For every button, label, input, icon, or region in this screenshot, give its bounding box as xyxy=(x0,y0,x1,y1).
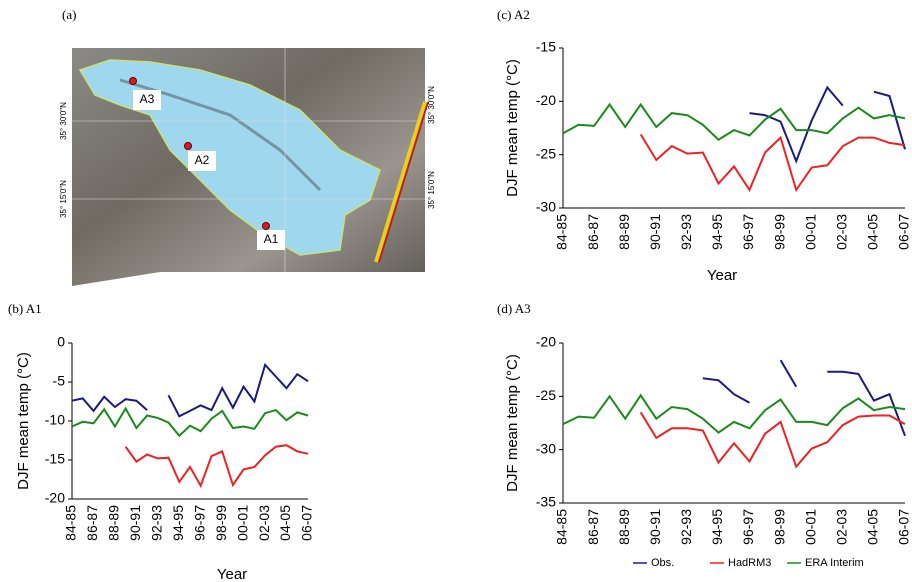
map: A3 A2 A1 35° 30'0"N 35° 15'0"N 35° 30'0"… xyxy=(59,48,436,286)
x-tick-label: 98-99 xyxy=(771,214,787,250)
y-tick-label: -20 xyxy=(536,92,556,108)
x-tick-label: 04-05 xyxy=(865,214,881,250)
series-line xyxy=(563,395,905,432)
coord-label: 35° 30'0"N xyxy=(427,86,436,124)
x-tick-label: 02-03 xyxy=(834,214,850,250)
site-marker xyxy=(263,223,270,230)
x-tick-label: 90-91 xyxy=(127,505,143,541)
x-tick-label: 88-89 xyxy=(616,509,632,545)
x-tick-label: 98-99 xyxy=(771,509,787,545)
site-label: A1 xyxy=(264,232,279,246)
y-tick-label: -30 xyxy=(536,199,556,215)
y-tick-label: -35 xyxy=(536,494,556,510)
x-tick-label: 84-85 xyxy=(554,214,570,250)
page: (a) A3 A2 A1 35° 30'0"N 35° 15'0"N 35° 3… xyxy=(0,0,912,582)
y-tick-label: -15 xyxy=(45,451,65,467)
site-label: A3 xyxy=(140,92,155,106)
x-tick-label: 06-07 xyxy=(896,214,912,250)
series-line xyxy=(563,105,905,140)
x-tick-label: 96-97 xyxy=(191,505,207,541)
x-tick-label: 88-89 xyxy=(106,505,122,541)
series-line xyxy=(641,412,905,466)
x-tick-label: 00-01 xyxy=(234,505,250,541)
series-line xyxy=(72,365,308,417)
x-tick-label: 96-97 xyxy=(740,509,756,545)
x-tick-label: 90-91 xyxy=(647,509,663,545)
x-axis-label: Year xyxy=(217,566,247,582)
x-tick-label: 94-95 xyxy=(709,509,725,545)
x-tick-label: 00-01 xyxy=(802,509,818,545)
x-tick-label: 96-97 xyxy=(740,214,756,250)
x-tick-label: 86-87 xyxy=(585,509,601,545)
x-tick-label: 92-93 xyxy=(678,214,694,250)
x-tick-label: 88-89 xyxy=(616,214,632,250)
y-tick-label: -10 xyxy=(45,412,65,428)
y-tick-label: 0 xyxy=(57,334,65,350)
coord-label: 35° 15'0"N xyxy=(427,171,436,209)
x-tick-label: 94-95 xyxy=(170,505,186,541)
legend-label: ERA Interim xyxy=(805,557,864,569)
x-tick-label: 84-85 xyxy=(554,509,570,545)
y-axis-label: DJF mean temp (°C) xyxy=(504,59,521,197)
x-tick-label: 04-05 xyxy=(277,505,293,541)
coord-label: 35° 30'0"N xyxy=(59,102,68,140)
y-tick-label: -20 xyxy=(45,490,65,506)
y-tick-label: -20 xyxy=(536,334,556,350)
x-tick-label: 02-03 xyxy=(256,505,272,541)
x-tick-label: 06-07 xyxy=(896,509,912,545)
series-line xyxy=(750,88,906,162)
x-tick-label: 06-07 xyxy=(299,505,315,541)
x-tick-label: 92-93 xyxy=(678,509,694,545)
y-axis-label: DJF mean temp (°C) xyxy=(504,354,521,492)
figure: (a) A3 A2 A1 35° 30'0"N 35° 15'0"N 35° 3… xyxy=(0,0,912,582)
y-tick-label: -30 xyxy=(536,440,556,456)
x-tick-label: 00-01 xyxy=(802,214,818,250)
y-axis-label: DJF mean temp (°C) xyxy=(15,352,32,490)
legend-label: Obs. xyxy=(651,557,674,569)
series-line xyxy=(126,445,308,486)
y-tick-label: -25 xyxy=(536,145,556,161)
site-marker xyxy=(185,143,192,150)
x-tick-label: 94-95 xyxy=(709,214,725,250)
site-marker xyxy=(130,78,137,85)
x-tick-label: 98-99 xyxy=(213,505,229,541)
y-tick-label: -5 xyxy=(53,373,66,389)
x-tick-label: 04-05 xyxy=(865,509,881,545)
coord-label: 35° 15'0"N xyxy=(59,180,68,218)
x-tick-label: 92-93 xyxy=(149,505,165,541)
x-axis-label: Year xyxy=(707,267,737,284)
chart-title: (b) A1 xyxy=(8,301,42,316)
site-label: A2 xyxy=(195,153,210,167)
series-line xyxy=(641,134,905,190)
x-tick-label: 84-85 xyxy=(63,505,79,541)
x-tick-label: 86-87 xyxy=(585,214,601,250)
chart-title: (c) A2 xyxy=(497,7,530,22)
x-tick-label: 90-91 xyxy=(647,214,663,250)
map-label: (a) xyxy=(62,7,76,22)
x-tick-label: 02-03 xyxy=(834,509,850,545)
series-line xyxy=(703,360,905,436)
series-line xyxy=(72,409,308,436)
legend-label: HadRM3 xyxy=(728,557,771,569)
x-tick-label: 86-87 xyxy=(84,505,100,541)
y-tick-label: -15 xyxy=(536,39,556,55)
chart-title: (d) A3 xyxy=(497,301,531,316)
y-tick-label: -25 xyxy=(536,387,556,403)
